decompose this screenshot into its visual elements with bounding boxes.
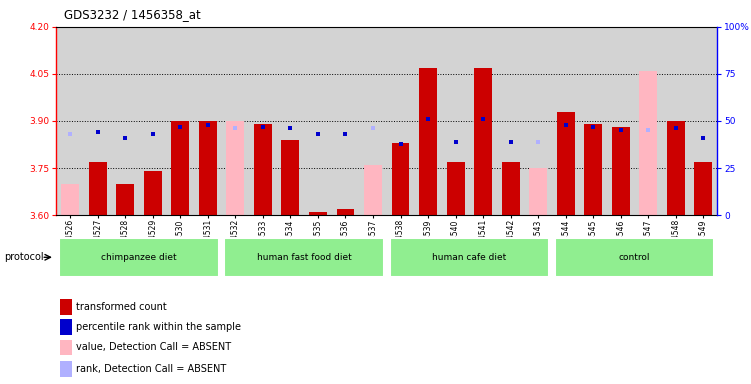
Bar xyxy=(667,121,685,215)
Bar xyxy=(171,121,189,215)
Bar xyxy=(59,361,71,377)
Bar xyxy=(59,319,71,335)
Bar xyxy=(612,127,630,215)
Bar xyxy=(61,184,79,215)
Text: rank, Detection Call = ABSENT: rank, Detection Call = ABSENT xyxy=(76,364,226,374)
Bar xyxy=(89,162,107,215)
Bar xyxy=(695,162,713,215)
Bar xyxy=(584,124,602,215)
Text: transformed count: transformed count xyxy=(76,302,167,312)
Bar xyxy=(502,162,520,215)
Bar xyxy=(309,212,327,215)
Bar xyxy=(474,68,492,215)
Bar xyxy=(282,140,300,215)
Text: chimpanzee diet: chimpanzee diet xyxy=(101,253,176,262)
Bar xyxy=(116,184,134,215)
Bar xyxy=(199,121,217,215)
Text: value, Detection Call = ABSENT: value, Detection Call = ABSENT xyxy=(76,343,231,353)
Bar xyxy=(447,162,465,215)
Bar xyxy=(419,68,437,215)
Bar xyxy=(336,209,354,215)
Bar xyxy=(225,238,384,276)
Text: control: control xyxy=(619,253,650,262)
Bar xyxy=(529,168,547,215)
Bar xyxy=(364,165,382,215)
Bar xyxy=(59,299,71,315)
Text: GDS3232 / 1456358_at: GDS3232 / 1456358_at xyxy=(64,8,201,21)
Bar xyxy=(639,71,657,215)
Bar xyxy=(254,124,272,215)
Bar xyxy=(390,238,549,276)
Bar xyxy=(143,171,161,215)
Bar xyxy=(391,143,409,215)
Text: human fast food diet: human fast food diet xyxy=(257,253,351,262)
Text: human cafe diet: human cafe diet xyxy=(433,253,506,262)
Bar xyxy=(59,339,71,356)
Bar xyxy=(555,238,714,276)
Bar xyxy=(556,112,575,215)
Text: percentile rank within the sample: percentile rank within the sample xyxy=(76,322,241,332)
Bar xyxy=(59,238,219,276)
Bar xyxy=(226,121,244,215)
Text: protocol: protocol xyxy=(4,252,44,262)
